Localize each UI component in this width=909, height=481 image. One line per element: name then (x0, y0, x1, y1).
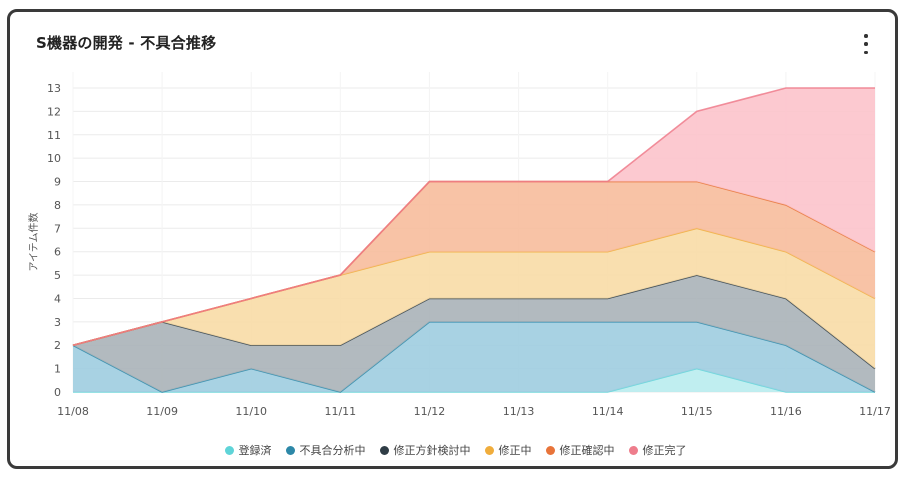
y-tick-label: 8 (54, 199, 61, 212)
x-tick-label: 11/17 (859, 405, 891, 418)
series-line-2 (72, 274, 876, 370)
x-tick-label: 11/13 (503, 405, 535, 418)
x-tick-label: 11/14 (592, 405, 624, 418)
menu-dot (864, 34, 868, 38)
x-tick-label: 11/10 (235, 405, 267, 418)
legend-item[interactable]: 不具合分析中 (285, 442, 366, 458)
chart-title: S機器の開発 - 不具合推移 (36, 34, 217, 52)
chart-legend: 登録済 不具合分析中 修正方針検討中 修正中 修正確認中 修正完了 (10, 442, 901, 458)
x-tick-label: 11/08 (57, 405, 89, 418)
legend-label: 修正中 (498, 444, 532, 457)
more-menu-icon[interactable] (859, 34, 873, 54)
x-tick-label: 11/09 (146, 405, 178, 418)
y-tick-label: 0 (54, 386, 61, 399)
legend-label: 登録済 (238, 444, 272, 457)
legend-item[interactable]: 修正確認中 (545, 442, 615, 458)
series-line-5 (72, 87, 875, 347)
y-tick-label: 1 (54, 363, 61, 376)
y-tick-label: 2 (54, 339, 61, 352)
legend-item[interactable]: 修正完了 (628, 442, 687, 458)
area-4 (73, 181, 875, 346)
y-tick-label: 7 (54, 222, 61, 235)
legend-marker (379, 445, 389, 455)
y-tick-label: 9 (54, 176, 61, 189)
menu-dot (864, 42, 868, 46)
legend-item[interactable]: 登録済 (224, 442, 272, 458)
legend-marker (628, 445, 638, 455)
x-tick-label: 11/11 (324, 405, 356, 418)
legend-marker (285, 445, 295, 455)
y-tick-label: 13 (47, 82, 61, 95)
y-tick-label: 4 (54, 292, 61, 305)
legend-item[interactable]: 修正方針検討中 (379, 442, 471, 458)
y-axis-label: アイテム件数 (27, 213, 40, 272)
y-tick-label: 6 (54, 246, 61, 259)
legend-label: 修正完了 (642, 444, 687, 457)
area-2 (73, 275, 875, 392)
y-tick-label: 5 (54, 269, 61, 282)
y-tick-label: 12 (47, 105, 61, 118)
menu-dot (864, 50, 868, 54)
y-tick-label: 11 (47, 129, 61, 142)
legend-marker (545, 445, 555, 455)
y-tick-label: 3 (54, 316, 61, 329)
x-tick-label: 11/15 (681, 405, 713, 418)
legend-label: 不具合分析中 (299, 444, 366, 457)
legend-label: 修正確認中 (559, 444, 615, 457)
area-5 (73, 88, 875, 346)
legend-marker (224, 445, 234, 455)
chart-card: S機器の開発 - 不具合推移 0 1 2 3 4 5 6 7 8 9 10 11 12 13 11/08 11… (7, 9, 898, 469)
legend-marker (484, 445, 494, 455)
y-tick-label: 10 (47, 152, 61, 165)
legend-label: 修正方針検討中 (393, 444, 471, 457)
x-tick-label: 11/12 (414, 405, 446, 418)
x-tick-label: 11/16 (770, 405, 802, 418)
legend-item[interactable]: 修正中 (484, 442, 532, 458)
